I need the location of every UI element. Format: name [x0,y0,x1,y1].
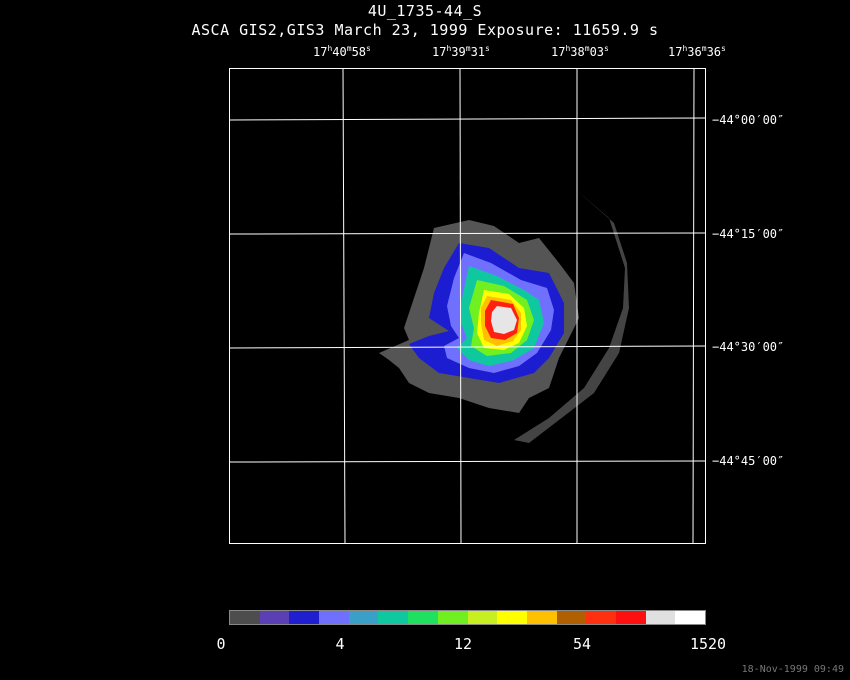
coordinate-grid [229,68,706,544]
dec-label-1: −44°00′00″ [712,113,785,127]
colorbar-swatch [467,611,498,624]
colorbar-swatch [319,611,349,624]
ra-label-4: 17h36m36s [668,44,726,59]
colorbar-swatch [437,611,468,624]
image-subtitle: ASCA GIS2,GIS3 March 23, 1999 Exposure: … [191,21,659,39]
colorbar-swatch [289,611,320,624]
colorbar-swatch [675,611,705,624]
colorbar-label-3: 12 [453,635,473,653]
colorbar [229,610,706,625]
ra-label-2: 17h39m31s [432,44,490,59]
colorbar-swatch [645,611,676,624]
emission-contours [379,188,629,443]
colorbar-swatch [586,611,616,624]
colorbar-swatch [259,611,290,624]
ra-label-1: 17h40m58s [313,44,371,59]
colorbar-swatch [497,611,527,624]
ra-label-3: 17h38m03s [551,44,609,59]
colorbar-swatch [556,611,587,624]
colorbar-label-max: 1520 [689,635,727,653]
colorbar-swatch [230,611,260,624]
colorbar-swatch [348,611,379,624]
colorbar-swatch [615,611,646,624]
colorbar-swatch [526,611,557,624]
colorbar-label-2: 4 [335,635,345,653]
xray-image-plot [229,68,706,544]
colorbar-swatch [408,611,438,624]
colorbar-label-min: 0 [216,635,226,653]
colorbar-label-4: 54 [572,635,592,653]
dec-label-4: −44°45′00″ [712,454,785,468]
image-title: 4U_1735-44_S [367,2,483,20]
dec-label-2: −44°15′00″ [712,227,785,241]
dec-label-3: −44°30′00″ [712,340,785,354]
colorbar-swatch [378,611,409,624]
timestamp: 18-Nov-1999 09:49 [741,664,844,675]
